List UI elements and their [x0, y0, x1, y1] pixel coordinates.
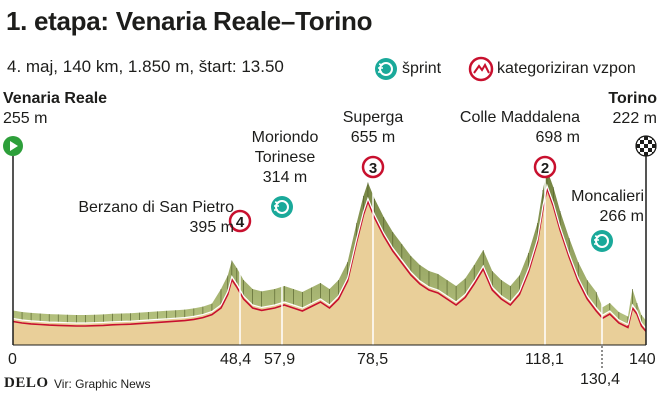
tick-label-48-4: 48,4	[220, 351, 252, 368]
checker-square	[640, 148, 644, 152]
moriondo-name-line1: Moriondo	[251, 129, 319, 146]
checker-square	[644, 144, 648, 148]
tick-label-130-4: 130,4	[580, 371, 621, 388]
berzano-elevation: 395 m	[189, 219, 234, 236]
tick-label-118-1: 118,1	[525, 351, 564, 368]
sprint-icon-moriondo	[271, 196, 293, 218]
moriondo-name-line2: Torinese	[254, 149, 316, 166]
colle-label: Colle Maddalena 698 m	[460, 108, 580, 148]
page-title: 1. etapa: Venaria Reale–Torino	[6, 6, 373, 36]
moncalieri-label: Moncalieri 266 m	[571, 187, 644, 227]
legend-climb-label: kategoriziran vzpon	[497, 60, 636, 77]
colle-name: Colle Maddalena	[459, 109, 580, 126]
checker-square	[640, 140, 644, 144]
climb-category-colle: 2	[541, 160, 549, 177]
legend-sprint-label: šprint	[402, 60, 442, 77]
finish-flag-icon	[635, 135, 657, 157]
berzano-label: Berzano di San Pietro 395 m	[78, 198, 234, 238]
start-name: Venaria Reale	[3, 90, 108, 107]
start-icon	[3, 136, 23, 156]
finish-elevation: 222 m	[612, 110, 657, 127]
tick-label-78-5: 78,5	[357, 351, 389, 368]
colle-elevation: 698 m	[535, 129, 580, 146]
moncalieri-name: Moncalieri	[571, 188, 644, 205]
berzano-name: Berzano di San Pietro	[78, 199, 234, 216]
climb-category-berzano: 4	[236, 214, 245, 231]
tick-label-140: 140	[629, 351, 656, 368]
moriondo-label: Moriondo Torinese 314 m	[247, 128, 323, 188]
checker-square	[648, 148, 652, 152]
climb-badge-superga: 3	[361, 155, 385, 179]
checker-square	[644, 136, 648, 140]
profile-terrain	[13, 185, 646, 345]
tick-label-0: 0	[8, 351, 17, 368]
climb-badge-colle: 2	[533, 155, 557, 179]
legend-sprint-icon	[375, 58, 397, 80]
finish-label: Torino 222 m	[608, 89, 657, 129]
start-elevation: 255 m	[3, 110, 48, 127]
moriondo-elevation: 314 m	[262, 169, 308, 186]
brand-logo: DELO	[4, 375, 49, 391]
sprint-icon-moncalieri	[591, 230, 613, 252]
finish-name: Torino	[608, 90, 657, 107]
source-note: Vir: Graphic News	[54, 377, 151, 391]
checker-square	[648, 140, 652, 144]
route-edge	[12, 183, 647, 329]
stage-info: 4. maj, 140 km, 1.850 m, štart: 13.50	[7, 57, 284, 76]
superga-name: Superga	[342, 109, 404, 126]
climb-badge-berzano: 4	[228, 209, 252, 233]
superga-elevation: 655 m	[350, 129, 396, 146]
checker-square	[644, 152, 648, 156]
climb-category-superga: 3	[369, 160, 377, 177]
tick-label-57-9: 57,9	[264, 351, 296, 368]
moncalieri-elevation: 266 m	[599, 208, 644, 225]
checker-square	[652, 144, 656, 148]
start-label: Venaria Reale 255 m	[3, 89, 107, 129]
legend-climb-icon	[468, 56, 494, 82]
superga-label: Superga 655 m	[333, 108, 413, 148]
route-line	[12, 185, 647, 332]
checker-square	[636, 144, 640, 148]
